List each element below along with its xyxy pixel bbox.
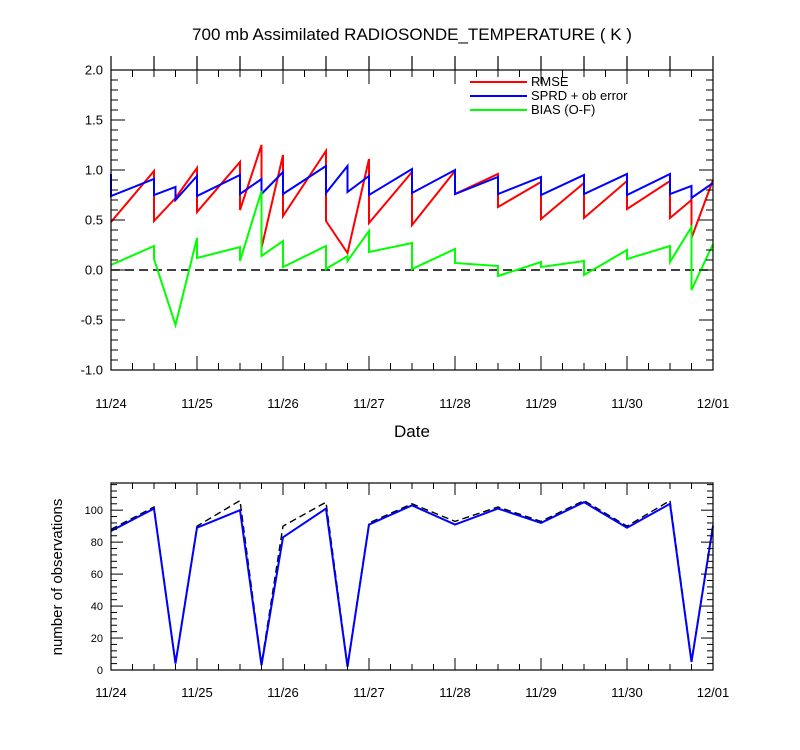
top-xtick-label: 11/25: [181, 396, 213, 411]
top-ytick-label: 1.0: [85, 163, 103, 178]
top-series-sprd-ob-error: [110, 163, 714, 203]
y-axis-label-observations: number of observations: [49, 499, 66, 656]
top-xtick-label: 11/29: [525, 396, 557, 411]
bottom-xtick-label: 11/30: [611, 685, 643, 700]
bottom-xtick-label: 12/01: [697, 685, 730, 700]
top-ytick-label: 1.5: [85, 113, 103, 128]
top-ticks-layer: -1.0 -0.5 0.0 0.5 1.0 1.5 2.0 11/24 11/25 11/26 11…: [81, 56, 730, 411]
top-xtick-label: 11/27: [353, 396, 385, 411]
bottom-ticks-layer: 0 20 40 60 80 100 11/24 11/25 11/26 11/27 11/28 11/…: [85, 483, 730, 700]
legend-label-sprd-ob-error: SPRD + ob error: [531, 88, 628, 103]
bottom-xtick-label: 11/28: [439, 685, 471, 700]
top-series-layer: [110, 144, 714, 329]
top-plot-frame: [110, 69, 714, 371]
top-ytick-label: 0.0: [85, 263, 103, 278]
bottom-ytick-label: 60: [91, 569, 103, 581]
top-xtick-label: 11/28: [439, 396, 471, 411]
bottom-ytick-label: 80: [91, 537, 103, 549]
top-xtick-label: 11/24: [95, 396, 127, 411]
top-ytick-label: -0.5: [81, 313, 103, 328]
top-series-rmse: [110, 144, 714, 256]
bottom-ytick-label: 20: [91, 633, 103, 645]
bottom-series-total-observations: [110, 499, 714, 666]
bottom-xtick-label: 11/27: [353, 685, 385, 700]
legend-label-rmse: RMSE: [531, 74, 569, 89]
chart-title: 700 mb Assimilated RADIOSONDE_TEMPERATUR…: [192, 25, 632, 44]
bottom-plot-frame: [110, 482, 714, 671]
top-ytick-label: 0.5: [85, 213, 103, 228]
top-chart-panel: 700 mb Assimilated RADIOSONDE_TEMPERATUR…: [81, 25, 730, 441]
x-axis-label: Date: [394, 422, 430, 441]
bottom-ytick-label: 40: [91, 601, 103, 613]
bottom-series-assimilated-observations: [110, 501, 714, 667]
bottom-xtick-label: 11/25: [181, 685, 213, 700]
top-ytick-label: 2.0: [85, 63, 103, 78]
top-ytick-label: -1.0: [81, 363, 103, 378]
bottom-ytick-label: 0: [97, 665, 103, 677]
bottom-xtick-label: 11/24: [95, 685, 127, 700]
top-xtick-label: 11/26: [267, 396, 299, 411]
legend-label-bias-o-f: BIAS (O-F): [531, 102, 595, 117]
top-xtick-label: 11/30: [611, 396, 643, 411]
bottom-xtick-label: 11/29: [525, 685, 557, 700]
top-xtick-label: 12/01: [697, 396, 730, 411]
top-series-bias-o-f: [110, 190, 714, 329]
bottom-xtick-label: 11/26: [267, 685, 299, 700]
bottom-series-layer: [110, 499, 714, 667]
bottom-ytick-label: 100: [85, 505, 103, 517]
bottom-chart-panel: 0 20 40 60 80 100 11/24 11/25 11/26 11/27 11/28 11/…: [49, 482, 730, 700]
